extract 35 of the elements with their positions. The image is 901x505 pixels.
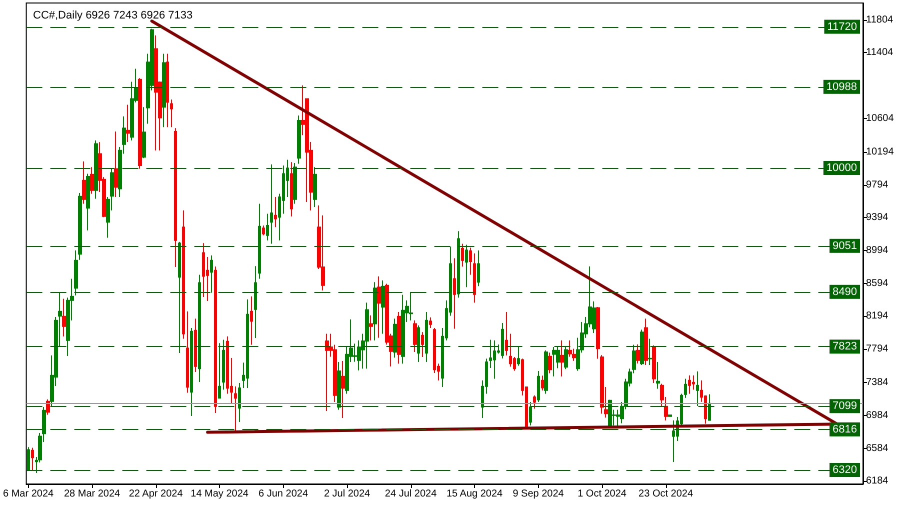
y-tick-label: 8994 [866, 245, 889, 256]
y-tick-label: 7384 [866, 377, 889, 388]
x-tick-label: 9 Sep 2024 [512, 488, 564, 500]
y-tick-label: 9794 [866, 179, 889, 190]
y-tick-label: 9394 [866, 212, 889, 224]
ref-line-label: 6816 [832, 423, 857, 436]
y-tick-label: 8194 [866, 310, 889, 322]
y-tick-label: 6184 [866, 476, 889, 487]
x-tick-label: 24 Jul 2024 [384, 488, 438, 500]
x-tick-label: 28 Mar 2024 [64, 488, 121, 500]
ref-line-label: 7823 [832, 340, 857, 353]
ref-line-label: 7099 [832, 400, 857, 412]
x-tick-label: 6 Jun 2024 [258, 488, 308, 500]
y-tick-label: 10604 [866, 112, 894, 124]
x-tick-label: 6 Mar 2024 [2, 488, 54, 500]
x-tick-label: 14 May 2024 [190, 488, 249, 500]
y-tick-label: 11404 [866, 47, 894, 58]
x-tick-label: 22 Apr 2024 [128, 488, 184, 500]
ref-line-label: 8490 [832, 286, 857, 298]
y-tick-label: 6584 [866, 442, 889, 454]
y-tick-label: 6984 [866, 410, 889, 422]
text: CC#,Daily 6926 7243 6926 7133 [33, 10, 193, 22]
x-tick-label: 1 Oct 2024 [578, 488, 627, 500]
y-tick-label: 7794 [866, 344, 889, 355]
ref-line-label: 10988 [826, 80, 857, 93]
x-tick-label: 23 Oct 2024 [638, 488, 694, 500]
ref-line-label: 6320 [832, 464, 857, 476]
ref-line-label: 11720 [827, 20, 857, 33]
y-tick-label: 8594 [866, 278, 889, 289]
y-tick-label: 11804 [866, 14, 894, 26]
x-tick-label: 15 Aug 2024 [446, 488, 504, 500]
x-tick-label: 2 Jul 2024 [324, 488, 371, 500]
ref-line-label: 10000 [826, 162, 857, 174]
ref-line-label: 9051 [832, 240, 857, 252]
y-tick-label: 10194 [866, 146, 894, 158]
